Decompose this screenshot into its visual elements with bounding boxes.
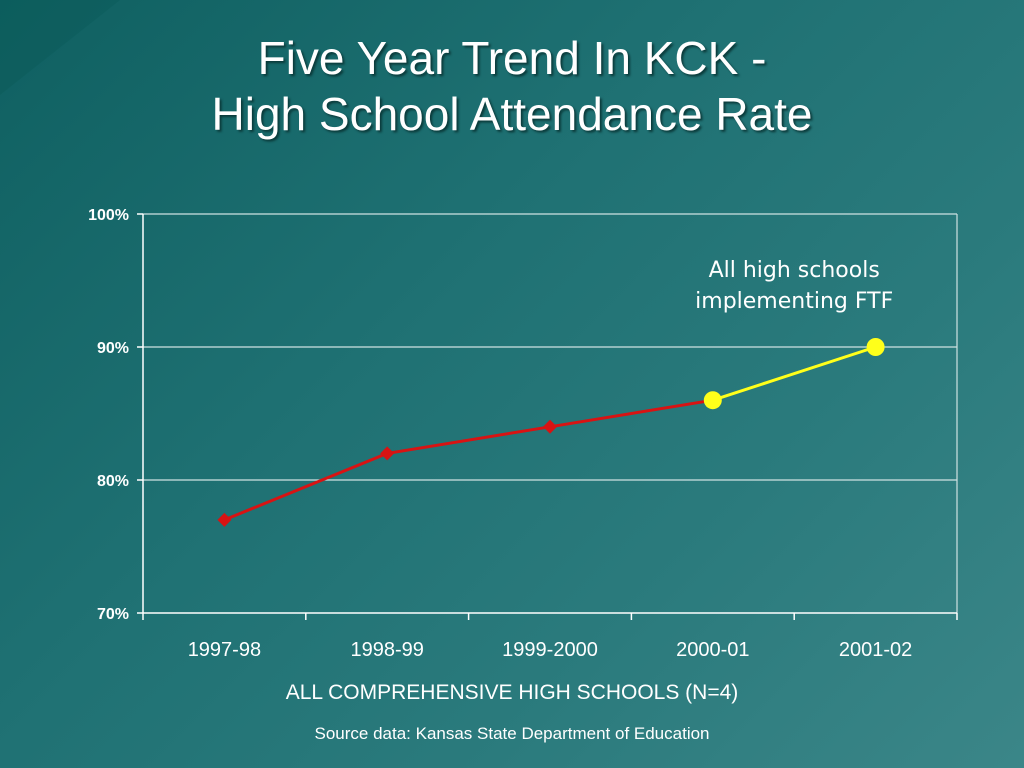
y-tick-label: 70% xyxy=(97,606,129,623)
series-line-segment xyxy=(223,398,714,522)
x-tick-label: 2001-02 xyxy=(839,639,912,661)
x-axis-title: ALL COMPREHENSIVE HIGH SCHOOLS (N=4) xyxy=(285,681,739,704)
data-point-marker xyxy=(866,338,885,356)
title-line-1: Five Year Trend In KCK - xyxy=(257,32,767,84)
annotation-line-2: implementing FTF xyxy=(695,289,893,314)
data-point-marker xyxy=(543,419,557,434)
x-tick-label: 2000-01 xyxy=(676,639,749,661)
x-tick-label: 1997-98 xyxy=(188,639,261,661)
x-tick-label: 1999-2000 xyxy=(502,639,598,661)
y-tick-label: 90% xyxy=(97,340,129,357)
source-note: Source data: Kansas State Department of … xyxy=(314,724,710,743)
data-point-marker xyxy=(217,512,232,527)
y-tick-label: 80% xyxy=(97,473,129,490)
x-tick-label: 1998-99 xyxy=(350,639,423,661)
series-line-segment xyxy=(712,345,877,402)
y-tick-label: 100% xyxy=(88,207,129,224)
data-point-marker xyxy=(380,446,395,461)
slide-title: Five Year Trend In KCK - High School Att… xyxy=(0,30,1024,142)
annotation-line-1: All high schools xyxy=(709,258,880,283)
attendance-line-chart: 70% 80% 90% 100% 1997-98 1998-99 1999-2000 2000… xyxy=(88,207,958,661)
corner-decoration xyxy=(0,0,120,95)
title-line-2: High School Attendance Rate xyxy=(211,88,813,140)
data-point-marker xyxy=(703,391,722,410)
